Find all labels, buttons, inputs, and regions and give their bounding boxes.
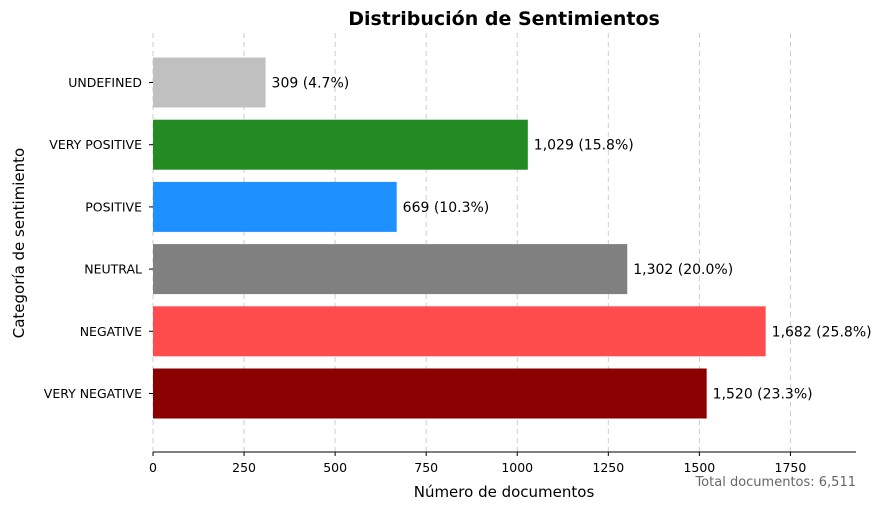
data-labels: 1,520 (23.3%) 1,682 (25.8%) 1,302 (20.0%) 6… — [272, 76, 872, 403]
y-axis-label: Categoría de sentimiento — [10, 148, 28, 338]
x-tick-label-1000: 1000 — [501, 460, 533, 475]
bar-neutral — [153, 244, 628, 295]
y-tick-label-neutral: NEUTRAL — [84, 262, 142, 277]
total-documents-text: Total documentos: 6,511 — [694, 475, 856, 490]
data-label-very-positive: 1,029 (15.8%) — [534, 138, 634, 154]
x-tick-label-250: 250 — [232, 460, 256, 475]
y-tick-label-positive: POSITIVE — [85, 199, 142, 214]
data-label-undefined: 309 (4.7%) — [272, 76, 350, 92]
bar-negative — [153, 306, 766, 357]
x-tick-label-500: 500 — [323, 460, 347, 475]
x-tick-label-1250: 1250 — [592, 460, 624, 475]
data-label-positive: 669 (10.3%) — [403, 200, 490, 216]
x-axis-label: Número de documentos — [414, 483, 595, 501]
bar-positive — [153, 181, 397, 232]
x-tick-label-0: 0 — [149, 460, 157, 475]
x-tick-label-1500: 1500 — [683, 460, 715, 475]
chart-title: Distribución de Sentimientos — [348, 8, 660, 30]
bars — [153, 57, 766, 419]
x-tick-label-1750: 1750 — [775, 460, 807, 475]
grid-lines — [152, 33, 791, 452]
data-label-very-negative: 1,520 (23.3%) — [713, 387, 813, 403]
y-tick-label-undefined: UNDEFINED — [68, 75, 142, 90]
bar-very-negative — [153, 368, 707, 419]
bar-very-positive — [153, 119, 528, 170]
ticks: 0 250 500 750 1000 1250 1500 1750 VERY NEGATIVE N… — [44, 75, 856, 475]
data-label-negative: 1,682 (25.8%) — [772, 324, 872, 340]
y-tick-label-negative: NEGATIVE — [80, 324, 142, 339]
y-tick-label-very-positive: VERY POSITIVE — [49, 137, 142, 152]
bar-undefined — [153, 57, 266, 108]
y-tick-label-very-negative: VERY NEGATIVE — [44, 386, 142, 401]
data-label-neutral: 1,302 (20.0%) — [633, 262, 733, 278]
x-tick-label-750: 750 — [414, 460, 438, 475]
